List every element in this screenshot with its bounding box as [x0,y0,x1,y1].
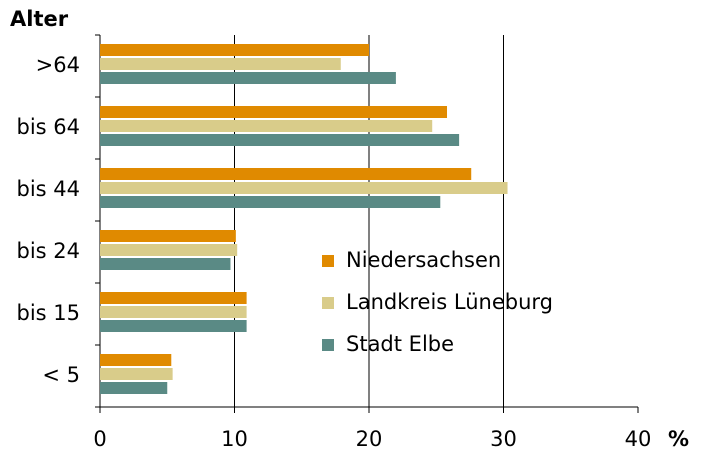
y-tick-label: >64 [36,53,80,77]
bar [100,368,173,380]
legend-swatch [322,297,334,309]
x-tick-label: 10 [221,427,248,451]
legend-label: Stadt Elbe [346,332,454,356]
bar [100,44,369,56]
bar [100,320,247,332]
bar [100,258,231,270]
y-axis-title: Alter [10,7,69,31]
bar [100,168,472,180]
bar [100,72,396,84]
bar [100,182,508,194]
bar [100,106,448,118]
bar [100,134,460,146]
bar [100,196,441,208]
bar [100,244,238,256]
x-tick-label: 0 [93,427,106,451]
legend-label: Landkreis Lüneburg [346,290,553,314]
legend-swatch [322,339,334,351]
bar [100,230,236,242]
bar [100,292,247,304]
bar [100,382,168,394]
legend-label: Niedersachsen [346,248,501,272]
y-tick-label: < 5 [42,363,80,387]
x-tick-label: 30 [490,427,517,451]
bar [100,354,172,366]
x-tick-label: 20 [356,427,383,451]
y-tick-label: bis 44 [16,177,80,201]
x-axis-title: % [668,427,689,451]
y-tick-label: bis 24 [16,239,80,263]
x-tick-label: 40 [625,427,652,451]
legend-swatch [322,255,334,267]
bar [100,58,341,70]
y-tick-label: bis 15 [16,301,80,325]
y-tick-label: bis 64 [16,115,80,139]
bar [100,120,433,132]
bar [100,306,247,318]
